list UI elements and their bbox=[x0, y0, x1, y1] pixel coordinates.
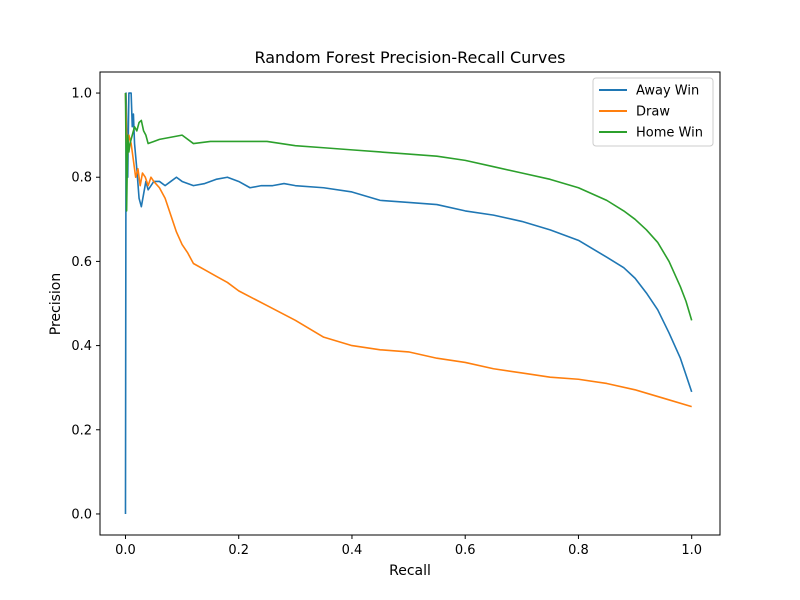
y-tick-label: 1.0 bbox=[71, 87, 92, 102]
x-tick-label: 1.0 bbox=[681, 543, 702, 558]
y-axis: 0.0 0.2 0.4 0.6 0.8 1.0 bbox=[71, 87, 100, 522]
legend-label-draw: Draw bbox=[636, 105, 670, 120]
y-tick-label: 0.8 bbox=[71, 171, 92, 186]
y-tick-label: 0.0 bbox=[71, 507, 92, 522]
y-tick-label: 0.4 bbox=[71, 339, 92, 354]
y-tick-label: 0.2 bbox=[71, 423, 92, 438]
x-tick-label: 0.8 bbox=[568, 543, 589, 558]
series-line-home-win bbox=[124, 93, 693, 321]
y-tick-label: 0.6 bbox=[71, 255, 92, 270]
x-tick-label: 0.4 bbox=[342, 543, 363, 558]
legend-label-away-win: Away Win bbox=[636, 84, 699, 99]
legend-label-home-win: Home Win bbox=[636, 126, 703, 141]
x-axis-label: Recall bbox=[389, 563, 431, 579]
legend: Away Win Draw Home Win bbox=[592, 77, 714, 147]
axes-frame bbox=[99, 71, 721, 536]
x-tick-label: 0.2 bbox=[228, 543, 249, 558]
x-tick-label: 0.0 bbox=[115, 543, 136, 558]
chart-title: Random Forest Precision-Recall Curves bbox=[254, 48, 565, 67]
legend-box bbox=[592, 77, 714, 147]
series-line-draw bbox=[124, 93, 692, 408]
y-axis-label: Precision bbox=[48, 273, 64, 335]
plot-area bbox=[124, 92, 693, 514]
x-tick-label: 0.6 bbox=[455, 543, 476, 558]
x-axis: 0.0 0.2 0.4 0.6 0.8 1.0 bbox=[115, 535, 702, 558]
